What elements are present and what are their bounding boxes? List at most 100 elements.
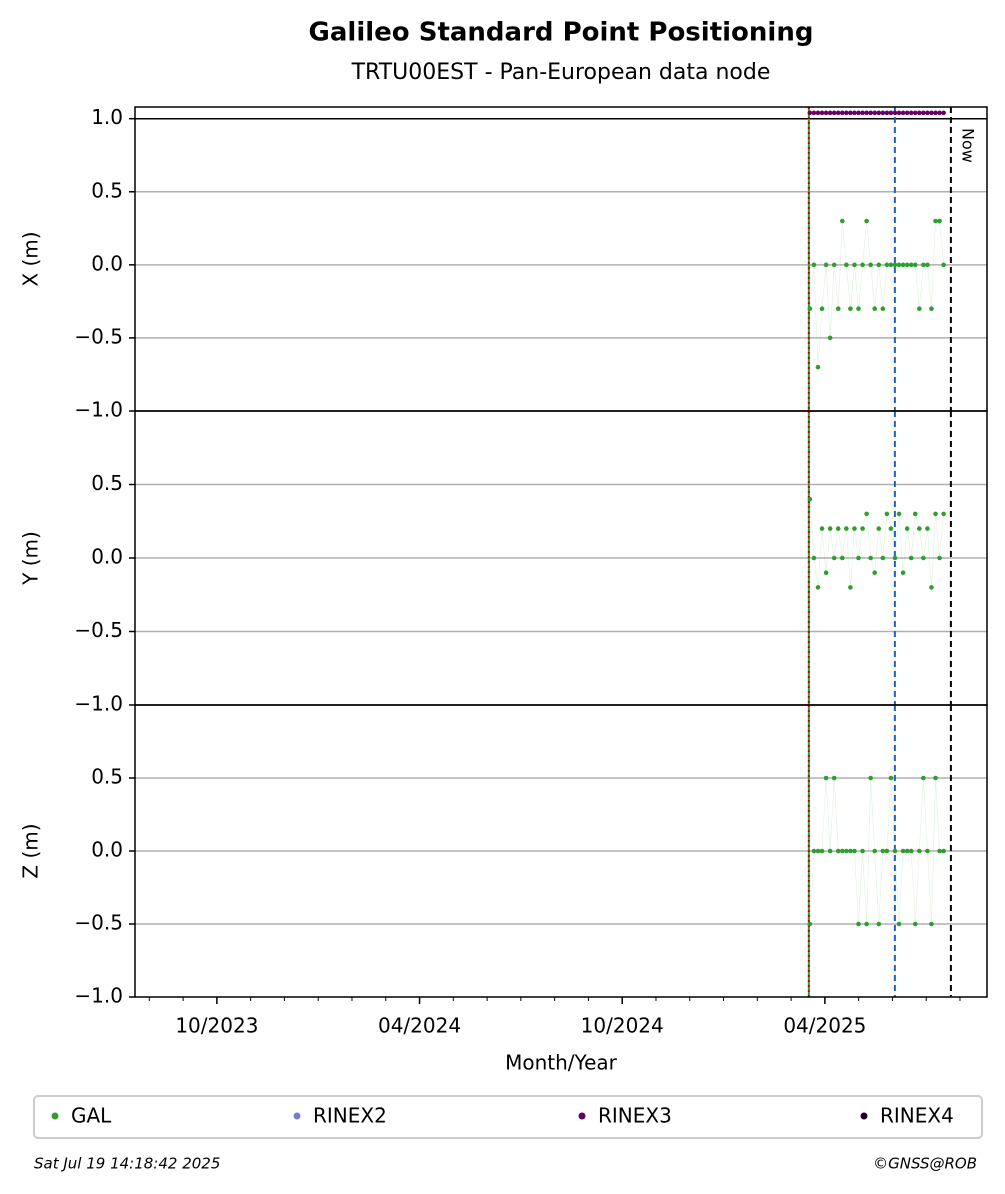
data-point <box>888 110 894 116</box>
data-point <box>929 110 934 116</box>
data-point <box>811 555 817 561</box>
y-axis-label: Z (m) <box>19 823 43 878</box>
data-point <box>807 496 813 502</box>
data-point <box>868 555 873 561</box>
data-point <box>864 218 869 224</box>
data-point <box>872 848 878 854</box>
plot-frame <box>134 704 988 998</box>
data-point <box>831 555 837 561</box>
data-point <box>908 555 914 561</box>
x-axis-label: Month/Year <box>505 1051 618 1075</box>
plot-frame <box>134 106 988 412</box>
data-point <box>876 526 882 531</box>
data-point <box>827 526 833 531</box>
data-point <box>819 306 825 311</box>
data-point <box>835 526 841 531</box>
data-point <box>848 848 853 854</box>
data-point <box>807 306 813 311</box>
y-tick-label: 0.5 <box>91 471 123 495</box>
data-point <box>900 848 906 854</box>
data-point <box>929 585 934 590</box>
y-tick-label: −0.5 <box>74 911 123 935</box>
data-point <box>872 306 878 311</box>
data-point <box>892 848 898 854</box>
data-point <box>844 526 849 531</box>
data-point <box>929 921 934 927</box>
data-point <box>876 921 882 927</box>
data-point <box>925 526 930 531</box>
data-point <box>868 110 873 116</box>
data-point <box>912 110 918 116</box>
data-point <box>819 526 825 531</box>
data-point <box>933 511 938 517</box>
data-point <box>921 110 926 116</box>
data-point <box>811 262 817 268</box>
y-tick-label: 0.0 <box>91 545 123 569</box>
data-point <box>819 848 825 854</box>
data-point <box>868 262 873 268</box>
data-point <box>815 364 821 370</box>
data-point <box>811 110 817 116</box>
y-tick-label: −1.0 <box>74 984 123 1008</box>
y-tick-label: −1.0 <box>74 692 123 716</box>
data-point <box>823 262 829 268</box>
data-point <box>925 110 930 116</box>
data-point <box>839 218 845 224</box>
legend-label: RINEX3 <box>598 1104 672 1128</box>
y-axis-label: X (m) <box>19 231 43 286</box>
y-tick-label: 0.0 <box>91 251 123 275</box>
data-point <box>929 306 934 311</box>
series-line <box>809 499 944 588</box>
data-point <box>860 262 865 268</box>
data-point <box>941 262 946 268</box>
data-point <box>917 526 922 531</box>
data-point <box>884 262 890 268</box>
data-point <box>892 555 898 561</box>
data-point <box>937 848 942 854</box>
data-point <box>839 555 845 561</box>
data-point <box>888 526 894 531</box>
data-point <box>856 306 861 311</box>
data-point <box>860 526 865 531</box>
data-point <box>827 848 833 854</box>
data-point <box>852 110 857 116</box>
data-point <box>884 511 890 517</box>
data-point <box>831 110 837 116</box>
data-point <box>827 110 833 116</box>
data-point <box>872 570 878 575</box>
data-point <box>880 555 886 561</box>
data-point <box>917 110 922 116</box>
data-point <box>908 262 914 268</box>
data-point <box>848 110 853 116</box>
data-point <box>933 110 938 116</box>
data-point <box>921 775 926 781</box>
data-point <box>864 110 869 116</box>
data-point <box>937 555 942 561</box>
subtitle: TRTU00EST - Pan-European data node <box>351 60 771 85</box>
data-point <box>888 775 894 781</box>
x-tick-label: 04/2025 <box>783 1014 866 1038</box>
data-point <box>848 585 853 590</box>
y-tick-label: −1.0 <box>74 398 123 422</box>
title: Galileo Standard Point Positioning <box>309 18 814 48</box>
data-point <box>904 110 910 116</box>
data-point <box>807 110 813 116</box>
data-point <box>827 335 833 341</box>
legend-marker <box>293 1112 301 1120</box>
data-point <box>860 848 865 854</box>
data-point <box>835 110 841 116</box>
data-point <box>933 775 938 781</box>
data-point <box>856 110 861 116</box>
data-point <box>937 110 942 116</box>
data-point <box>844 110 849 116</box>
data-point <box>933 218 938 224</box>
data-point <box>868 775 873 781</box>
y-tick-label: 0.5 <box>91 765 123 789</box>
data-point <box>876 262 882 268</box>
legend-label: GAL <box>71 1104 112 1128</box>
data-point <box>819 110 825 116</box>
data-point <box>852 848 857 854</box>
data-point <box>896 921 902 927</box>
data-point <box>876 110 882 116</box>
